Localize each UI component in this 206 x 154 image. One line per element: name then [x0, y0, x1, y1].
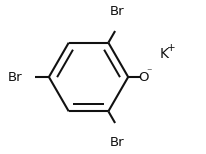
Text: K: K [159, 47, 168, 61]
Text: Br: Br [109, 5, 123, 18]
Text: Br: Br [7, 71, 22, 83]
Text: Br: Br [109, 136, 123, 149]
Text: ⁻: ⁻ [145, 67, 151, 77]
Text: +: + [166, 43, 175, 53]
Text: O: O [138, 71, 148, 83]
